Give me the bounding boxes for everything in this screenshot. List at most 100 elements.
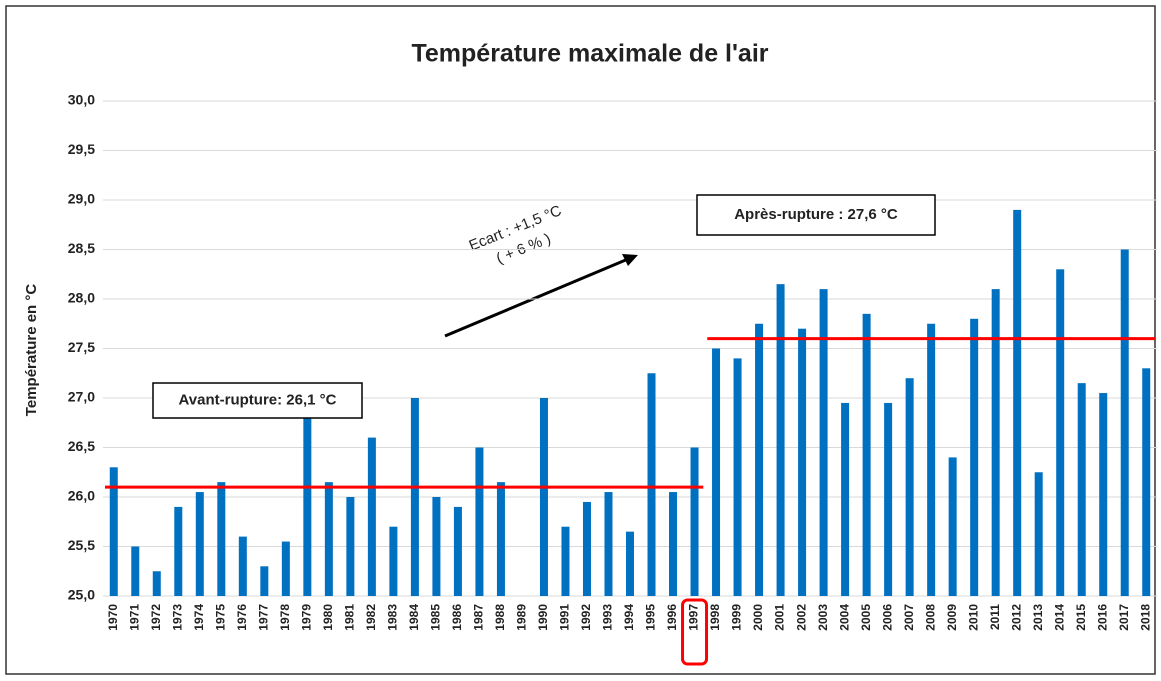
x-tick-label: 1984 xyxy=(407,604,421,631)
x-tick-label: 2012 xyxy=(1009,604,1023,631)
x-tick-label: 1993 xyxy=(601,604,615,631)
x-tick-label: 2006 xyxy=(880,604,894,631)
y-tick-label: 30,0 xyxy=(68,92,95,108)
x-tick-label: 1985 xyxy=(429,604,443,631)
bar xyxy=(195,492,204,596)
x-tick-label: 1992 xyxy=(579,604,593,631)
x-tick-label: 1990 xyxy=(536,604,550,631)
x-tick-label: 2010 xyxy=(966,604,980,631)
bar xyxy=(948,457,957,596)
bar xyxy=(152,571,161,596)
bar xyxy=(669,492,678,596)
bar xyxy=(260,566,269,596)
bar xyxy=(174,506,183,596)
arrow xyxy=(444,257,629,338)
x-tick-label: 1991 xyxy=(558,604,572,631)
bar xyxy=(970,318,979,596)
bar xyxy=(389,526,398,596)
x-tick-label: 1977 xyxy=(256,604,270,631)
x-tick-label: 2007 xyxy=(902,604,916,631)
x-tick-label: 1995 xyxy=(644,604,658,631)
x-tick-label: 2011 xyxy=(988,604,1002,630)
bar xyxy=(1077,383,1086,596)
bar xyxy=(346,497,355,596)
x-tick-label: 2016 xyxy=(1095,604,1109,631)
bar xyxy=(1142,368,1151,596)
x-tick-label: 1999 xyxy=(730,604,744,631)
y-tick-label: 26,0 xyxy=(68,488,95,504)
y-axis-label: Température en °C xyxy=(23,284,40,417)
mean-label: Avant-rupture: 26,1 °C xyxy=(179,391,337,408)
x-tick-label: 1988 xyxy=(493,604,507,631)
x-tick-label: 1983 xyxy=(386,604,400,631)
x-tick-label: 2001 xyxy=(773,604,787,631)
bar xyxy=(281,541,290,596)
label-box xyxy=(696,194,936,236)
bar xyxy=(819,289,828,596)
y-tick-label: 27,0 xyxy=(68,389,95,405)
bar xyxy=(690,447,699,596)
x-tick-label: 1979 xyxy=(300,604,314,631)
x-tick-label: 2002 xyxy=(794,604,808,631)
x-tick-label: 2018 xyxy=(1138,604,1152,631)
x-tick-label: 2008 xyxy=(923,604,937,631)
arrow-head xyxy=(622,254,638,266)
bar xyxy=(927,323,936,596)
x-tick-label: 1973 xyxy=(170,604,184,631)
x-tick-label: 1978 xyxy=(278,604,292,631)
bar xyxy=(432,497,441,596)
bar xyxy=(991,289,1000,596)
bar xyxy=(884,402,893,596)
y-tick-label: 25,5 xyxy=(68,537,95,553)
bar xyxy=(561,526,570,596)
bar xyxy=(109,467,118,596)
bar xyxy=(217,482,226,596)
x-tick-label: 1971 xyxy=(127,604,141,631)
y-tick-label: 28,0 xyxy=(68,290,95,306)
bar xyxy=(324,482,333,596)
bar xyxy=(453,506,462,596)
x-tick-label: 2000 xyxy=(751,604,765,631)
bar xyxy=(862,313,871,596)
x-tick-label: 1972 xyxy=(149,604,163,631)
x-tick-label: 1998 xyxy=(708,604,722,631)
x-tick-label: 1986 xyxy=(450,604,464,631)
x-tick-label: 2013 xyxy=(1031,604,1045,631)
highlight-box xyxy=(681,598,709,666)
label-box xyxy=(152,382,363,419)
y-tick-label: 26,5 xyxy=(68,438,95,454)
bar xyxy=(1013,209,1022,596)
y-tick-label: 28,5 xyxy=(68,240,95,256)
mean-label: Après-rupture : 27,6 °C xyxy=(734,206,898,223)
annotation: Ecart : +1,5 °C ( + 6 % ) xyxy=(467,202,565,267)
x-tick-label: 2005 xyxy=(859,604,873,631)
bar xyxy=(303,417,312,596)
x-tick-label: 2004 xyxy=(837,604,851,631)
chart-title: Température maximale de l'air xyxy=(411,40,768,68)
x-tick-label: 2017 xyxy=(1117,604,1131,631)
x-tick-label: 2015 xyxy=(1074,604,1088,631)
bar xyxy=(712,348,721,596)
x-tick-label: 2003 xyxy=(816,604,830,631)
bar xyxy=(841,402,850,596)
bar xyxy=(733,358,742,596)
x-tick-label: 1982 xyxy=(364,604,378,631)
x-tick-label: 1975 xyxy=(213,604,227,631)
x-tick-label: 2014 xyxy=(1052,604,1066,631)
x-tick-label: 1970 xyxy=(106,604,120,631)
bar xyxy=(626,531,634,596)
x-tick-label: 1996 xyxy=(665,604,679,631)
bar xyxy=(604,492,613,596)
bar xyxy=(131,546,140,596)
bar xyxy=(905,378,914,596)
bar xyxy=(1034,472,1043,596)
bar xyxy=(496,482,505,596)
y-tick-label: 29,5 xyxy=(68,141,95,157)
y-tick-label: 29,0 xyxy=(68,191,95,207)
bar xyxy=(539,398,548,596)
x-tick-label: 1997 xyxy=(687,604,701,631)
x-tick-label: 1976 xyxy=(235,604,249,631)
bar xyxy=(1056,269,1065,596)
bar xyxy=(776,284,785,596)
